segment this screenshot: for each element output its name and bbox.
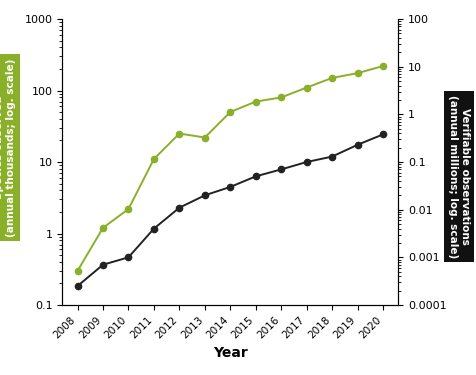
- Text: Species observed
(annual thousands; log. scale): Species observed (annual thousands; log.…: [0, 58, 16, 237]
- Text: Verifiable observations
(annual millions; log. scale): Verifiable observations (annual millions…: [448, 94, 470, 258]
- X-axis label: Year: Year: [213, 346, 248, 360]
